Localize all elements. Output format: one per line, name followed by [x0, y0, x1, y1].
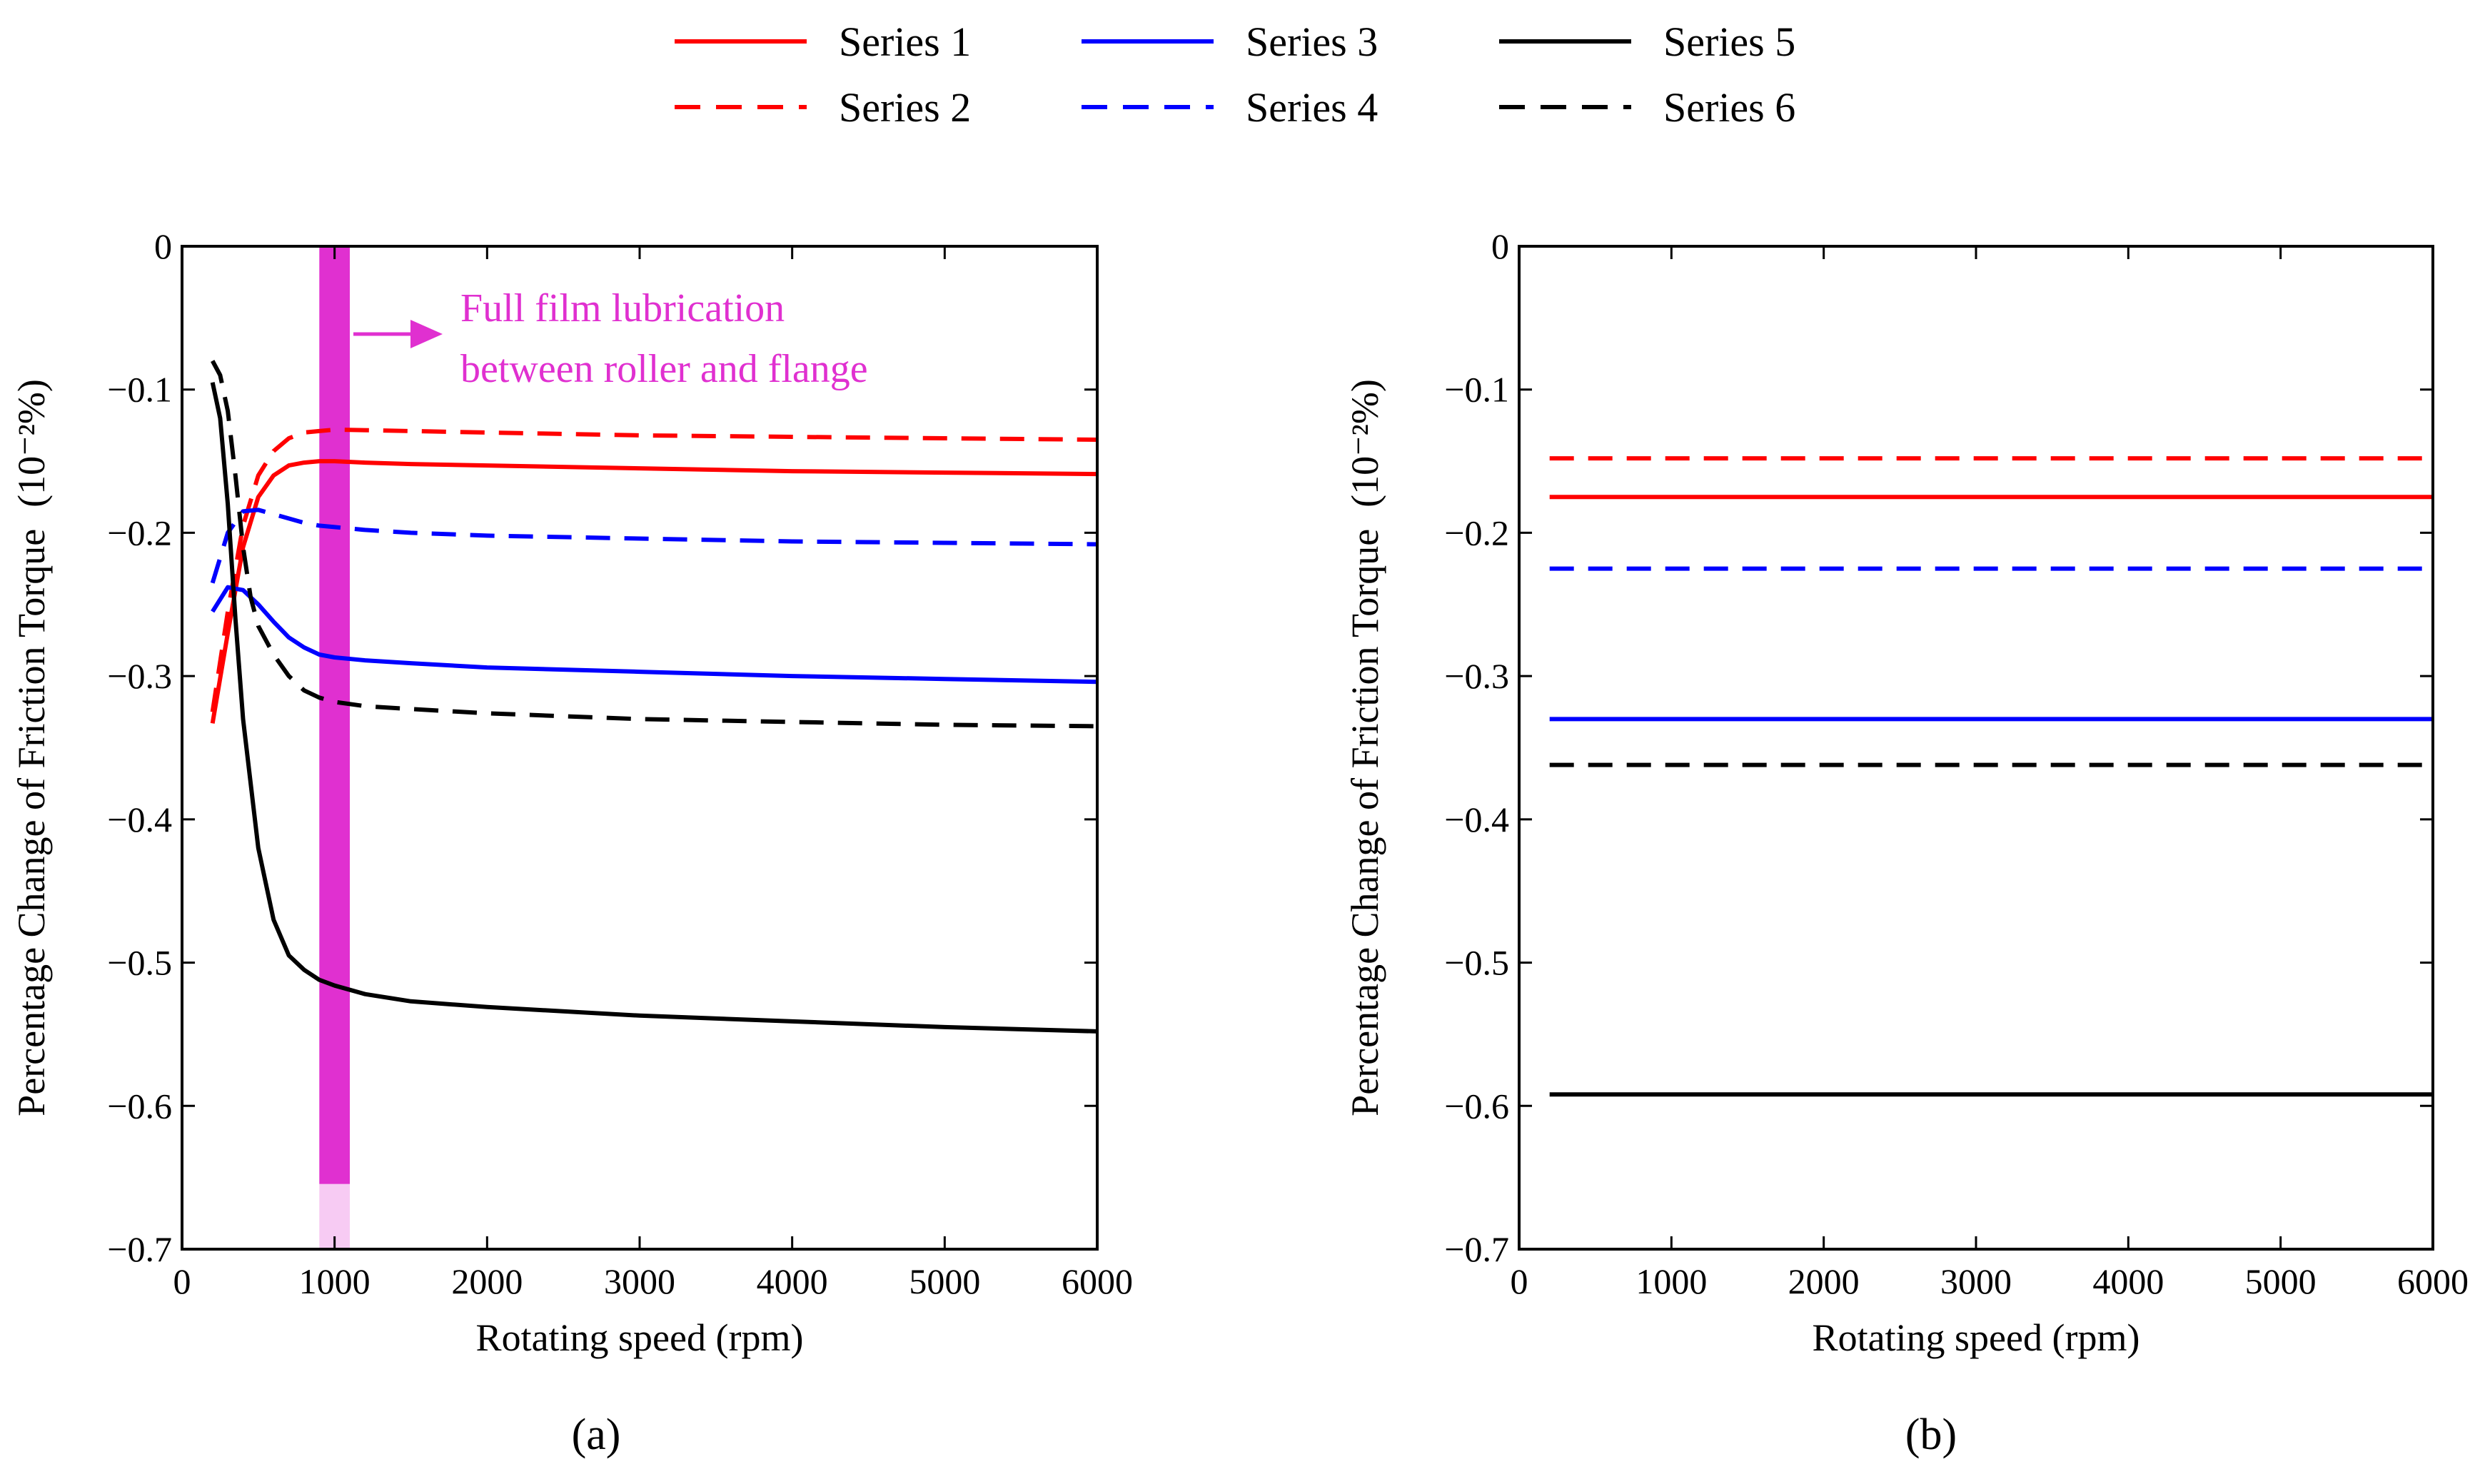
y-tick-label-b-2: −0.2 [1444, 513, 1509, 552]
y-tick-label-a-3: −0.3 [107, 656, 172, 696]
y-tick-label-a-6: −0.6 [107, 1086, 172, 1126]
x-tick-label-b-5: 5000 [2245, 1261, 2317, 1301]
y-tick-label-a-0: 0 [154, 226, 172, 266]
x-tick-label-a-1: 1000 [299, 1261, 371, 1301]
x-tick-label-b-1: 1000 [1635, 1261, 1707, 1301]
legend-label-3: Series 3 [1246, 19, 1378, 65]
legend-label-4: Series 4 [1246, 84, 1378, 131]
legend-label-5: Series 5 [1663, 19, 1795, 65]
y-tick-label-a-5: −0.5 [107, 943, 172, 983]
svg-text:Percentage Change of Friction: Percentage Change of Friction Torque (10⁻… [10, 379, 53, 1116]
y-tick-label-a-7: −0.7 [107, 1229, 172, 1269]
legend: Series 1 Series 2 Series 3 Series 4 Series 5… [675, 19, 1795, 131]
axes-frame-b [1518, 245, 2434, 1251]
panel-caption-b: (b) [1905, 1410, 1957, 1459]
y-axis-title-text-b: Percentage Change of Friction Torque [1344, 529, 1386, 1116]
x-axis-title-a: Rotating speed (rpm) [476, 1316, 804, 1359]
panel-caption-a: (a) [572, 1410, 621, 1459]
y-tick-label-b-4: −0.4 [1444, 799, 1509, 839]
x-tick-label-a-2: 2000 [451, 1261, 523, 1301]
legend-label-6: Series 6 [1663, 84, 1795, 131]
legend-label-2: Series 2 [839, 84, 971, 131]
y-tick-label-a-4: −0.4 [107, 799, 172, 839]
chart-panel-a: 0 1000 2000 3000 4000 5000 6000 0 −0.1 −0.2 −0.3 −0… [10, 226, 1133, 1459]
full-film-lubrication-band [319, 246, 351, 1184]
x-tick-label-a-4: 4000 [757, 1261, 828, 1301]
y-tick-label-b-6: −0.6 [1444, 1086, 1509, 1126]
y-tick-label-b-7: −0.7 [1444, 1229, 1509, 1269]
x-tick-label-b-0: 0 [1511, 1261, 1528, 1301]
series-line-a-5 [210, 382, 1098, 1034]
svg-text:Percentage Change of Friction: Percentage Change of Friction Torque (10⁻… [1344, 379, 1386, 1116]
annotation-line1: Full film lubrication [460, 286, 785, 330]
x-tick-label-b-3: 3000 [1940, 1261, 2012, 1301]
x-tick-label-b-4: 4000 [2092, 1261, 2164, 1301]
y-axis-title-text-a: Percentage Change of Friction Torque [10, 529, 53, 1116]
y-tick-label-b-1: −0.1 [1444, 370, 1509, 410]
y-axis-title-a: Percentage Change of Friction Torque (10⁻… [10, 379, 53, 1116]
y-axis-unit-b: (10⁻²%) [1344, 379, 1386, 508]
y-tick-label-a-2: −0.2 [107, 513, 172, 552]
y-tick-label-b-5: −0.5 [1444, 943, 1509, 983]
x-tick-label-a-3: 3000 [604, 1261, 675, 1301]
x-axis-title-b: Rotating speed (rpm) [1813, 1316, 2140, 1359]
annotation-arrowhead [410, 320, 443, 348]
x-tick-label-a-0: 0 [173, 1261, 191, 1301]
y-axis-unit-a: (10⁻²%) [10, 379, 53, 508]
y-axis-title-b: Percentage Change of Friction Torque (10⁻… [1344, 379, 1386, 1116]
x-tick-label-b-2: 2000 [1788, 1261, 1860, 1301]
chart-panel-b: 0 1000 2000 3000 4000 5000 6000 0 −0.1 −0.2 −0.3 −0… [1344, 226, 2469, 1459]
legend-label-1: Series 1 [839, 19, 971, 65]
series-line-a-6 [211, 360, 1098, 729]
y-tick-label-b-0: 0 [1491, 226, 1509, 266]
annotation-line2: between roller and flange [460, 347, 868, 391]
x-tick-label-a-6: 6000 [1062, 1261, 1133, 1301]
y-tick-label-a-1: −0.1 [107, 370, 172, 410]
x-tick-label-b-6: 6000 [2397, 1261, 2469, 1301]
series-line-a-1 [210, 459, 1098, 724]
x-tick-label-a-5: 5000 [909, 1261, 980, 1301]
series-line-a-4 [210, 508, 1098, 584]
y-tick-label-b-3: −0.3 [1444, 656, 1509, 696]
